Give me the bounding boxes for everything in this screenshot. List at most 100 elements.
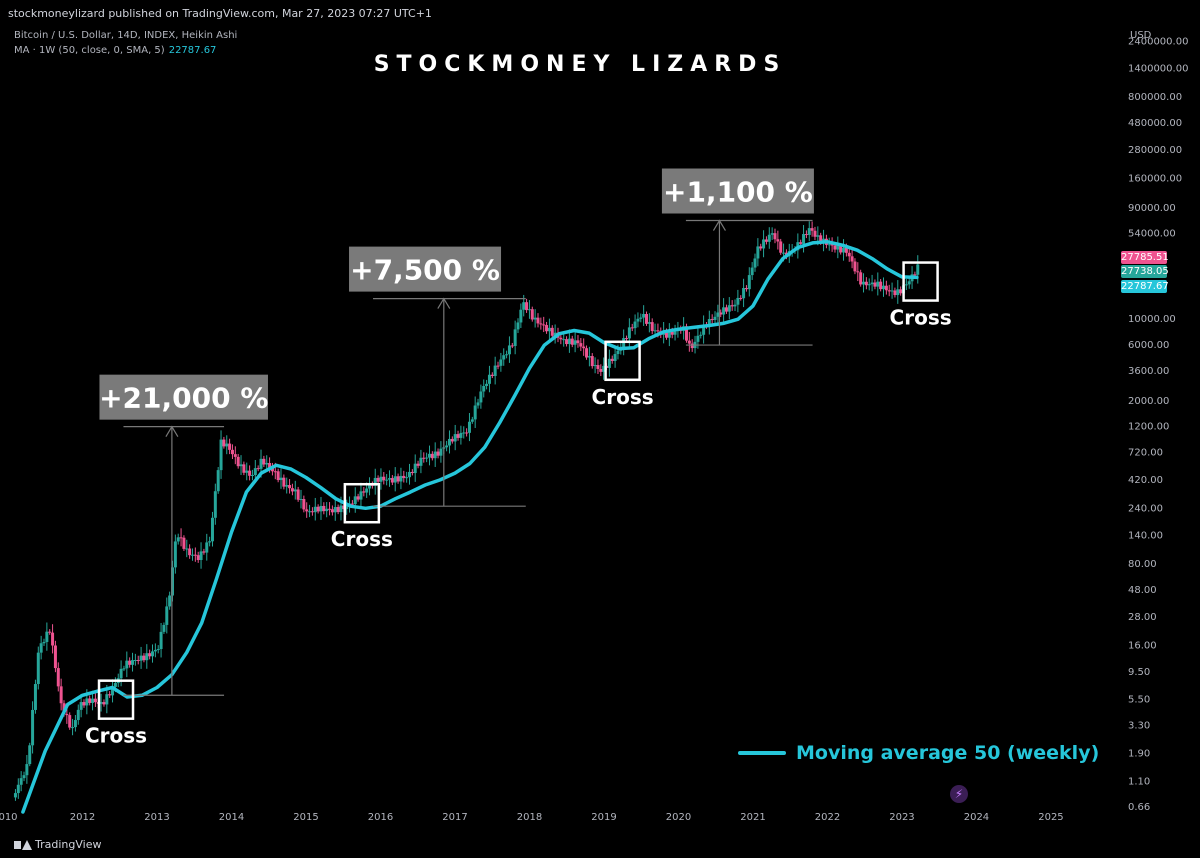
candle <box>330 505 334 516</box>
symbol-title[interactable]: Bitcoin / U.S. Dollar, 14D, INDEX, Heiki… <box>14 30 238 41</box>
moving-average-line <box>21 240 919 814</box>
candle <box>162 622 166 634</box>
candle-body <box>262 458 266 465</box>
candle-body <box>156 649 160 651</box>
candle <box>239 455 243 476</box>
candle-body <box>53 645 57 669</box>
candle <box>536 313 540 328</box>
candle <box>196 551 200 563</box>
candle <box>139 646 143 669</box>
candle <box>579 338 583 352</box>
candle-body <box>427 453 431 458</box>
candle <box>453 424 457 451</box>
candle <box>870 274 874 292</box>
candle-body <box>133 660 137 662</box>
candle-body <box>88 698 92 703</box>
candle-body <box>650 322 654 331</box>
candle <box>527 300 531 319</box>
candle-body <box>222 439 226 447</box>
candle-body <box>625 338 629 340</box>
y-tick-label: 3600.00 <box>1128 366 1169 377</box>
candle <box>727 297 731 320</box>
candle <box>210 511 214 547</box>
tradingview-logo[interactable]: TradingView <box>14 838 101 851</box>
candle-body <box>696 335 700 342</box>
x-tick-label: 2016 <box>368 812 393 823</box>
candle <box>773 228 777 244</box>
candle-body <box>690 343 694 349</box>
candle <box>850 249 854 269</box>
candle-body <box>393 476 397 483</box>
candle-body <box>667 331 671 338</box>
candle-body <box>108 694 112 696</box>
candle <box>576 335 580 348</box>
candle <box>502 348 506 366</box>
candle-body <box>879 281 883 290</box>
candle <box>916 255 920 284</box>
y-tick-label: 800000.00 <box>1128 92 1182 103</box>
candle <box>128 657 132 668</box>
candle <box>779 238 783 255</box>
candle <box>759 243 763 251</box>
candle-body <box>210 517 214 542</box>
candle <box>439 441 443 463</box>
candle-body <box>610 358 614 361</box>
candle <box>724 304 728 314</box>
candle <box>810 221 814 237</box>
candle <box>876 272 880 296</box>
candle <box>193 547 197 562</box>
candle-body <box>633 321 637 329</box>
candle-body <box>613 354 617 361</box>
candle-body <box>111 686 115 696</box>
candle-body <box>290 488 294 492</box>
candle <box>368 477 372 496</box>
candle <box>904 279 908 291</box>
candle <box>188 544 192 559</box>
candle-body <box>148 653 152 657</box>
candle-body <box>739 297 743 299</box>
candle-body <box>319 505 323 512</box>
candle-body <box>770 233 774 235</box>
candle <box>276 468 280 483</box>
candle-body <box>742 288 746 299</box>
lightning-icon[interactable]: ⚡ <box>950 785 968 803</box>
candle <box>596 359 600 375</box>
candle <box>542 316 546 333</box>
y-tick-label: 3.30 <box>1128 721 1150 732</box>
candle-body <box>119 668 123 679</box>
cross-label: Cross <box>331 527 393 551</box>
candle-body <box>413 463 417 474</box>
x-tick-label: 2018 <box>517 812 542 823</box>
x-tick-label: 2012 <box>70 812 95 823</box>
candle <box>313 497 317 521</box>
candle-body <box>296 489 300 500</box>
candle-body <box>539 323 543 325</box>
candle <box>56 662 60 692</box>
candle <box>479 384 483 409</box>
y-tick-label: 54000.00 <box>1128 229 1176 240</box>
candle <box>233 446 237 465</box>
candle-body <box>39 643 43 653</box>
candle-body <box>242 464 246 473</box>
y-tick-label: 160000.00 <box>1128 174 1182 185</box>
candle <box>173 534 177 574</box>
candle-body <box>819 235 823 243</box>
candle-body <box>165 606 169 625</box>
candle-body <box>913 274 917 276</box>
y-tick-label: 80.00 <box>1128 559 1157 570</box>
ma-indicator-legend[interactable]: MA · 1W (50, close, 0, SMA, 5) 22787.67 <box>14 45 216 56</box>
candle <box>630 323 634 332</box>
candle <box>356 493 360 502</box>
candle <box>887 284 891 297</box>
y-tick-label: 140.00 <box>1128 531 1163 542</box>
candle <box>802 225 806 253</box>
candle <box>31 701 35 754</box>
candle-body <box>847 252 851 257</box>
candle-body <box>168 595 172 607</box>
candle <box>190 548 194 561</box>
candle-body <box>31 709 35 746</box>
candle <box>279 468 283 489</box>
candle-body <box>230 449 234 455</box>
